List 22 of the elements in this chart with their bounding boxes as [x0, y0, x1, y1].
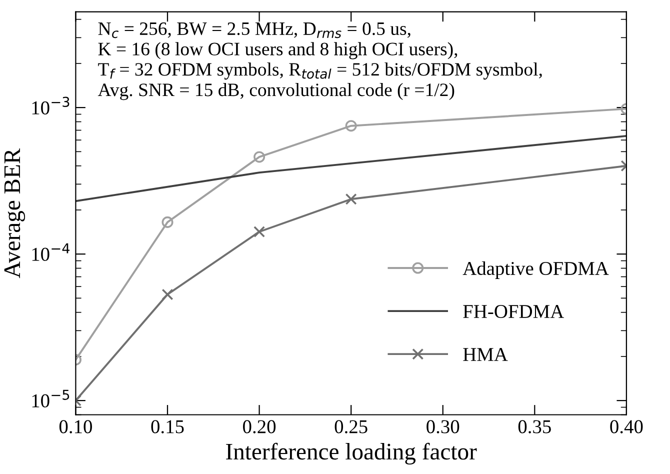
point [162, 216, 174, 228]
legend-label: FH-OFDMA [463, 304, 564, 318]
point [254, 151, 266, 163]
x-tick-label: 0.20 [243, 420, 276, 434]
x-tick-label: 0.25 [334, 420, 368, 434]
point [345, 120, 357, 132]
x-tick-label: 0.35 [518, 420, 551, 434]
x-tick-label: 0.40 [610, 420, 643, 434]
x-tick-label: 0.30 [426, 420, 460, 434]
x-tick-label: 0.15 [151, 420, 184, 434]
point [345, 193, 357, 205]
legend-label: HMA [463, 348, 508, 361]
legend-label: Adaptive OFDMA [462, 261, 609, 279]
y-axis-title: Average BER [4, 148, 26, 278]
x-axis-title: Interference loading factor [226, 442, 477, 465]
y-tick-label: 10$^{−4}$ [32, 243, 70, 261]
point [254, 226, 266, 238]
text: N$_{c}$ = 256, BW = 2.5 MHz, D$_{rms}$ = 0.5 us, K = 16 (8 low OCI users and 8 high OCI users), T$_{f}$ = 32 OFDM symbols, R$_{total}$ = 512 bits/OFDM sysmbol, Avg. SNR = 15 dB, convolutional code (r =1/2) [98, 22, 542, 100]
x-tick-label: 0.10 [59, 420, 92, 434]
y-tick-label: 10$^{−3}$ [32, 96, 70, 114]
y-tick-label: 10$^{−5}$ [32, 390, 70, 408]
point [162, 288, 174, 300]
